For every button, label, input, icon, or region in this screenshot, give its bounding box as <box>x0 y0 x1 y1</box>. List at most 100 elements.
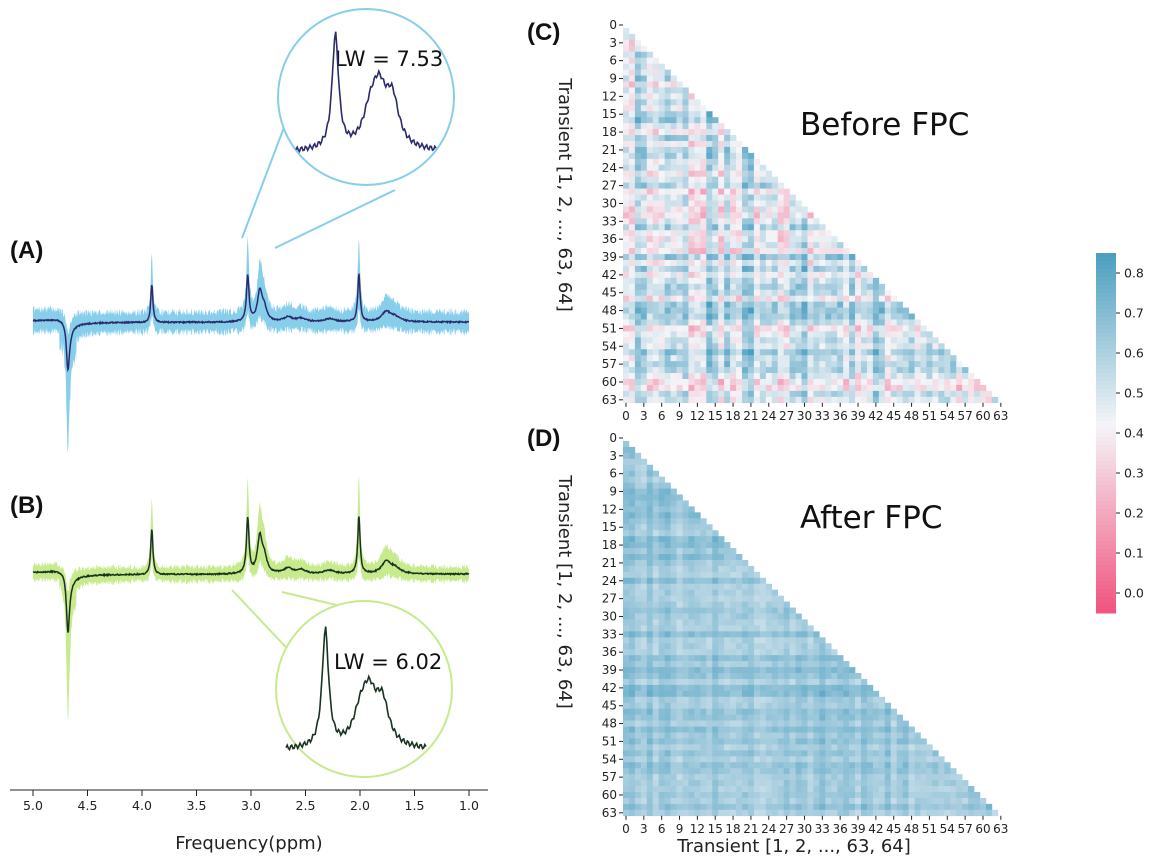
heatmap-cell <box>837 768 844 775</box>
heatmap-cell <box>658 307 665 314</box>
heatmap-cell <box>884 738 892 745</box>
heatmap-cell <box>819 643 826 650</box>
heatmap-cell <box>736 319 743 326</box>
heatmap-cell <box>640 307 648 314</box>
heatmap-cell <box>652 702 659 709</box>
colorbar-segment <box>1096 453 1116 458</box>
heatmap-cell <box>914 756 921 763</box>
heatmap-cell <box>890 792 897 799</box>
heatmap-cell <box>623 271 630 279</box>
heatmap-cell <box>700 230 707 237</box>
heatmap-cell <box>944 774 951 781</box>
heatmap-cell <box>652 488 659 495</box>
heatmap-cell <box>664 325 671 332</box>
heatmap-cell <box>664 349 671 356</box>
heatmap-cell <box>694 373 701 380</box>
heatmap-cell <box>640 141 648 148</box>
heatmap-cell <box>777 607 784 614</box>
heatmap-cell <box>646 367 654 374</box>
heatmap-cell <box>658 123 665 130</box>
heatmap-cell <box>825 797 832 805</box>
heatmap-cell <box>855 732 862 739</box>
colorbar-segment <box>1096 493 1116 498</box>
heatmap-cell <box>884 337 892 344</box>
heatmap-y-tick-label: 33 <box>602 214 617 228</box>
heatmap-x-tick-label: 3 <box>640 409 648 423</box>
heatmap-cell <box>819 361 826 368</box>
heatmap-cell <box>682 500 689 507</box>
heatmap-cell <box>658 476 665 483</box>
heatmap-cell <box>652 367 659 374</box>
heatmap-cell <box>706 678 713 686</box>
heatmap-cell <box>652 325 659 332</box>
heatmap-cell <box>670 319 677 326</box>
heatmap-cell <box>730 206 737 213</box>
heatmap-cell <box>742 792 749 799</box>
heatmap-cell <box>676 744 683 751</box>
heatmap-cell <box>890 390 897 398</box>
heatmap-cell <box>878 295 886 302</box>
heatmap-cell <box>646 75 654 82</box>
heatmap-cell <box>730 271 737 279</box>
heatmap-cell <box>658 135 665 142</box>
heatmap-cell <box>640 319 648 326</box>
heatmap-cell <box>640 631 648 638</box>
heatmap-cell <box>634 512 642 519</box>
heatmap-cell <box>623 248 630 255</box>
heatmap-cell <box>694 176 701 183</box>
heatmap-cell <box>783 277 790 285</box>
heatmap-cell <box>664 595 671 602</box>
heatmap-cell <box>688 182 695 189</box>
heatmap-cell <box>736 809 743 817</box>
heatmap-cell <box>789 236 796 243</box>
heatmap-cell <box>640 265 648 273</box>
heatmap-cell <box>926 792 933 799</box>
heatmap-cell <box>753 613 761 620</box>
heatmap-cell <box>777 714 784 721</box>
heatmap-cell <box>628 57 636 64</box>
heatmap-cell <box>813 283 820 291</box>
heatmap-cell <box>753 583 761 590</box>
heatmap-cell <box>789 673 796 680</box>
heatmap-cell <box>771 230 778 237</box>
heatmap-cell <box>837 732 844 739</box>
heatmap-cell <box>765 307 773 314</box>
heatmap-cell <box>872 384 880 392</box>
heatmap-cell <box>712 367 719 374</box>
heatmap-cell <box>628 446 636 454</box>
heatmap-cell <box>825 367 832 374</box>
heatmap-cell <box>789 631 796 638</box>
heatmap-cell <box>682 212 689 219</box>
heatmap-cell <box>777 325 784 332</box>
heatmap-cell <box>688 158 695 166</box>
heatmap-cell <box>753 212 761 219</box>
heatmap-cell <box>700 343 707 350</box>
heatmap-cell <box>623 684 630 692</box>
heatmap-cell <box>783 655 790 662</box>
heatmap-cell <box>646 141 654 148</box>
heatmap-cell <box>801 762 808 769</box>
heatmap-cell <box>724 774 731 781</box>
heatmap-cell <box>646 271 654 279</box>
heatmap-cell <box>890 786 897 793</box>
frequency-tick-label: 1.5 <box>405 798 425 813</box>
heatmap-cell <box>700 206 707 213</box>
heatmap-cell <box>753 673 761 680</box>
heatmap-cell <box>682 649 689 656</box>
heatmap-cell <box>652 176 659 183</box>
heatmap-cell <box>646 559 654 567</box>
heatmap-cell <box>807 792 814 799</box>
heatmap-cell <box>694 714 701 721</box>
heatmap-cell <box>736 254 743 261</box>
heatmap-cell <box>640 559 648 567</box>
heatmap-cell <box>670 684 677 692</box>
heatmap-cell <box>676 607 683 614</box>
heatmap-cell <box>765 206 773 213</box>
heatmap-cell <box>694 809 701 817</box>
heatmap-cell <box>623 396 630 404</box>
heatmap-cell <box>664 176 671 183</box>
colorbar-segment <box>1096 269 1116 274</box>
heatmap-cell <box>819 379 826 386</box>
heatmap-cell <box>831 661 838 668</box>
heatmap-cell <box>700 379 707 386</box>
